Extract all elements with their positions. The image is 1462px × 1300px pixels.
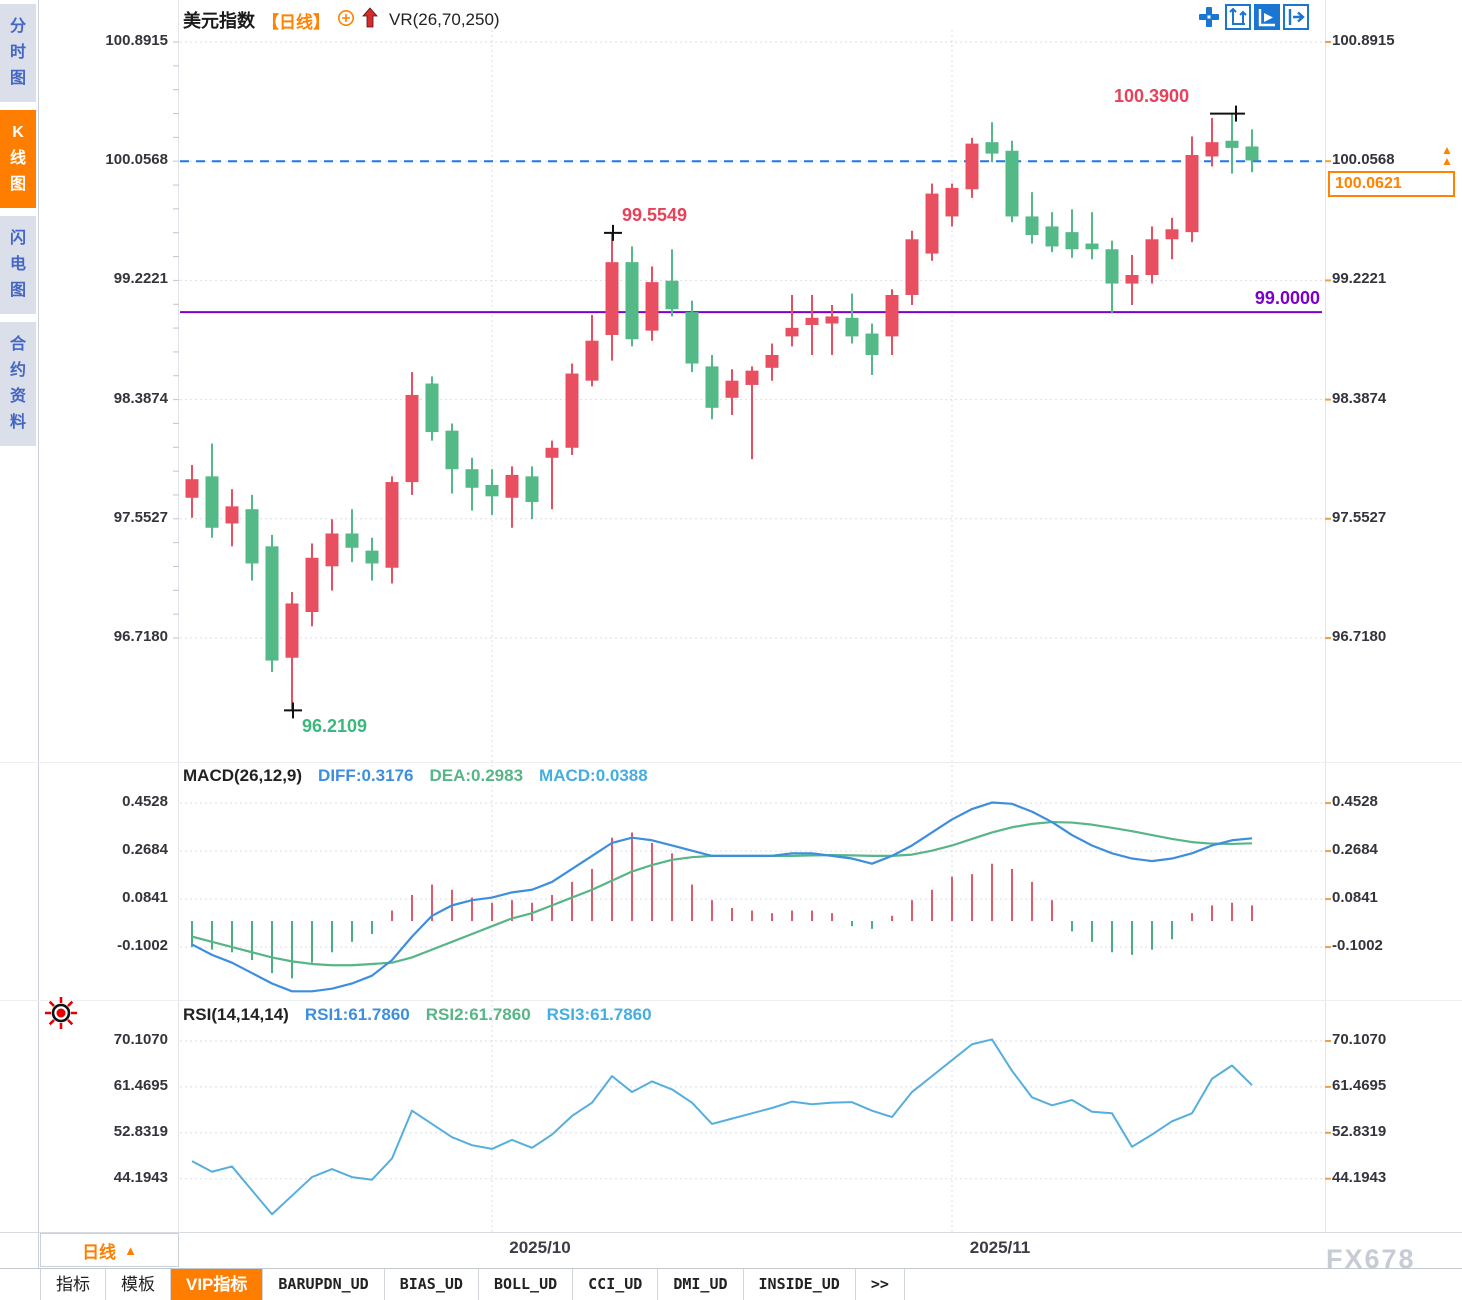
dropdown-up-arrow-icon: ▲ bbox=[124, 1242, 137, 1258]
y-axis-label: 0.2684 bbox=[1332, 841, 1378, 859]
rsi-title: RSI(14,14,14) bbox=[183, 1005, 289, 1024]
tab-BIAS_UD[interactable]: BIAS_UD bbox=[385, 1269, 479, 1300]
right-price-axis[interactable]: 100.8915 100.0568 99.2221 98.3874 97.5527 96.… bbox=[1332, 0, 1462, 1300]
crosshair-icon[interactable] bbox=[1196, 4, 1222, 30]
y-axis-label: 96.7180 bbox=[113, 628, 168, 645]
y-axis-label: -0.1002 bbox=[117, 937, 168, 955]
hot-indicator-icon[interactable] bbox=[44, 996, 78, 1035]
rsi1-value: RSI1:61.7860 bbox=[304, 1005, 410, 1024]
panel-divider-rsi bbox=[0, 1000, 1462, 1001]
y-axis-label: -0.1002 bbox=[1332, 937, 1383, 955]
panel-divider-bottom bbox=[0, 1232, 1462, 1233]
y-axis-label: 97.5527 bbox=[113, 508, 168, 526]
tab-DMI_UD[interactable]: DMI_UD bbox=[658, 1269, 744, 1300]
y-axis-label: 98.3874 bbox=[1332, 389, 1387, 407]
period-selector-label: 日线 bbox=[82, 1242, 117, 1262]
rsi2-value: RSI2:61.7860 bbox=[425, 1005, 531, 1024]
swing-high-label: 99.5549 bbox=[622, 205, 688, 225]
rsi-header: RSI(14,14,14) RSI1:61.7860 RSI2:61.7860 … bbox=[183, 1005, 652, 1025]
left-price-axis: 100.8915 100.0568 99.2221 98.3874 97.5527 96.… bbox=[0, 0, 172, 1300]
y-axis-label: 100.8915 bbox=[105, 32, 168, 49]
y-axis-label: 100.0568 bbox=[105, 151, 168, 169]
y-axis-label: 100.8915 bbox=[1332, 32, 1395, 49]
y-axis-label: 0.2684 bbox=[122, 841, 168, 859]
y-axis-label: 44.1943 bbox=[1332, 1168, 1387, 1186]
tab-INSIDE_UD[interactable]: INSIDE_UD bbox=[744, 1269, 856, 1300]
last-price-tag: 100.0621 bbox=[1328, 171, 1455, 197]
y-axis-label: 99.2221 bbox=[1332, 270, 1387, 288]
tab-BOLL_UD[interactable]: BOLL_UD bbox=[479, 1269, 574, 1300]
tab-VIP指标[interactable]: VIP指标 bbox=[171, 1269, 264, 1300]
macd-header: MACD(26,12,9) DIFF:0.3176 DEA:0.2983 MAC… bbox=[183, 766, 648, 786]
y-axis-label: 0.4528 bbox=[1332, 793, 1378, 811]
left-axis-border bbox=[178, 0, 179, 1232]
y-axis-label: 44.1943 bbox=[113, 1168, 168, 1186]
jump-to-latest-icon[interactable] bbox=[1283, 4, 1309, 30]
tab-BARUPDN_UD[interactable]: BARUPDN_UD bbox=[263, 1269, 385, 1300]
y-axis-label: 70.1070 bbox=[1332, 1031, 1387, 1048]
y-axis-label: 0.0841 bbox=[1332, 889, 1378, 907]
macd-value: MACD:0.0388 bbox=[539, 766, 648, 785]
x-axis-label: 2025/10 bbox=[509, 1238, 571, 1257]
period-selector-button[interactable]: 日线 ▲ bbox=[40, 1233, 179, 1267]
y-axis-label: 98.3874 bbox=[113, 389, 168, 407]
axis-scale-icon[interactable] bbox=[1225, 4, 1251, 30]
tab-指标[interactable]: 指标 bbox=[41, 1269, 106, 1300]
y-axis-label: 52.8319 bbox=[1332, 1122, 1387, 1140]
rsi3-value: RSI3:61.7860 bbox=[546, 1005, 652, 1024]
support-level-label: 99.0000 bbox=[1254, 288, 1320, 308]
macd-title: MACD(26,12,9) bbox=[183, 766, 303, 785]
tab-bar-spacer bbox=[0, 1269, 41, 1300]
sidebar-item-合约资料[interactable]: 合约资料 bbox=[0, 322, 36, 446]
peak-price-label: 100.3900 bbox=[1114, 86, 1190, 106]
y-axis-label: 99.2221 bbox=[113, 270, 168, 288]
y-axis-label: 0.4528 bbox=[122, 793, 168, 811]
y-axis-label: 0.0841 bbox=[122, 889, 168, 907]
x-axis-label: 2025/11 bbox=[969, 1238, 1031, 1257]
swing-low-label: 96.2109 bbox=[302, 716, 368, 736]
add-indicator-icon[interactable] bbox=[337, 9, 355, 32]
tab-模板[interactable]: 模板 bbox=[106, 1269, 171, 1300]
y-axis-label: 96.7180 bbox=[1332, 628, 1387, 645]
chart-title-row: 美元指数 【日线】 VR(26,70,250) bbox=[183, 7, 500, 33]
macd-dea-value: DEA:0.2983 bbox=[429, 766, 524, 785]
right-axis-border bbox=[1325, 0, 1326, 1232]
y-axis-label: 61.4695 bbox=[113, 1076, 168, 1094]
auto-scroll-icon[interactable] bbox=[1254, 4, 1280, 30]
y-axis-label: 97.5527 bbox=[1332, 508, 1387, 526]
indicator-tab-bar: 指标 模板 VIP指标 BARUPDN_UD BIAS_UD BOLL_UD CCI_UD D… bbox=[0, 1268, 1462, 1300]
sidebar-item-分时图[interactable]: 分时图 bbox=[0, 4, 36, 102]
sidebar-divider bbox=[38, 0, 39, 1268]
tab-CCI_UD[interactable]: CCI_UD bbox=[573, 1269, 659, 1300]
price-up-arrows-icon: ▲ ▲ bbox=[1441, 143, 1453, 168]
overlay-indicator-label: VR(26,70,250) bbox=[389, 10, 500, 29]
tab->>[interactable]: >> bbox=[856, 1269, 905, 1300]
chart-toolbar bbox=[1196, 4, 1309, 30]
y-axis-label: 61.4695 bbox=[1332, 1076, 1387, 1094]
y-axis-label: 52.8319 bbox=[113, 1122, 168, 1140]
trend-up-arrow-icon bbox=[362, 7, 378, 33]
y-axis-label: 70.1070 bbox=[113, 1031, 168, 1048]
panel-divider-macd bbox=[0, 762, 1462, 763]
y-axis-label: 100.0568 bbox=[1332, 151, 1395, 169]
instrument-name: 美元指数 bbox=[183, 11, 255, 31]
period-tag: 【日线】 bbox=[262, 12, 330, 32]
macd-diff-value: DIFF:0.3176 bbox=[318, 766, 414, 785]
sidebar-item-闪电图[interactable]: 闪电图 bbox=[0, 216, 36, 314]
